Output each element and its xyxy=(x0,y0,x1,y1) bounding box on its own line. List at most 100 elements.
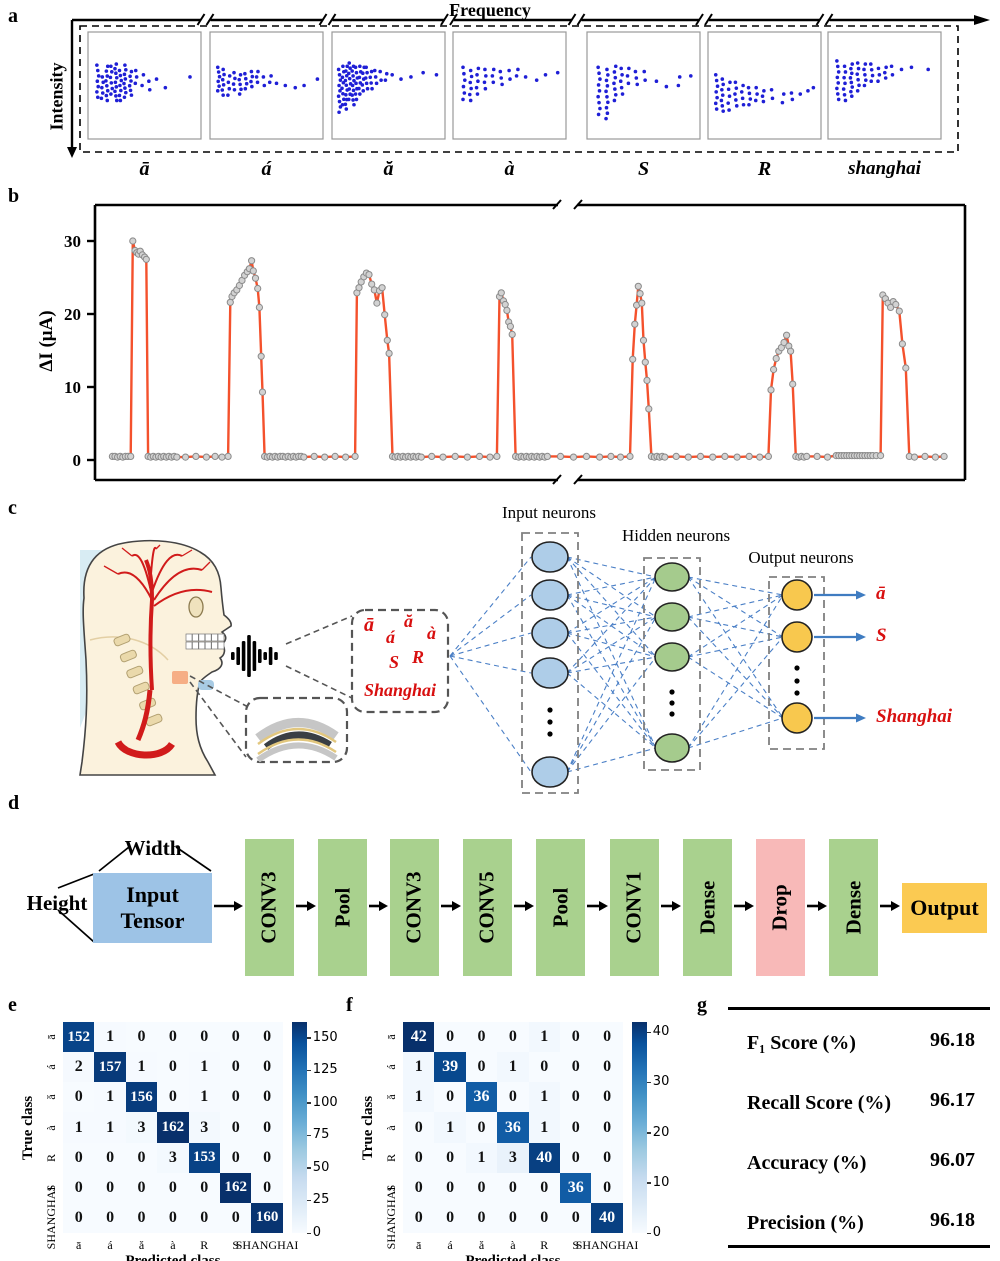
true-class-label: True class xyxy=(20,1095,36,1161)
scatter-dot xyxy=(841,87,846,91)
scatter-dot xyxy=(133,81,138,86)
scatter-dot xyxy=(344,83,349,88)
matrix-cell: 0 xyxy=(125,1142,158,1173)
matrix-cell: 1 xyxy=(403,1052,435,1083)
matrix-cell: 0 xyxy=(465,1052,498,1083)
data-marker xyxy=(463,453,471,461)
matrix-cell: 0 xyxy=(63,1082,95,1113)
panel-label-d: d xyxy=(8,792,20,814)
matrix-cell: 0 xyxy=(403,1142,435,1173)
scatter-dot xyxy=(269,74,273,78)
scatter-dot xyxy=(836,70,841,74)
scatter-category-label: à xyxy=(504,158,515,180)
colorbar-tick xyxy=(306,1232,311,1235)
scatter-dot xyxy=(239,87,243,92)
scatter-dot xyxy=(353,92,358,96)
panel-label-f: f xyxy=(346,994,353,1016)
scatter-dot xyxy=(350,69,354,73)
layer-box-output: Output xyxy=(902,883,987,933)
data-marker xyxy=(543,452,552,460)
data-marker xyxy=(378,284,386,292)
scatter-dot xyxy=(835,64,840,69)
matrix-cell: 0 xyxy=(188,1022,220,1053)
scatter-dot xyxy=(134,75,139,79)
scatter-dot xyxy=(409,75,413,79)
scatter-dot xyxy=(869,79,874,84)
scatter-dot xyxy=(351,74,355,78)
col-label: á xyxy=(447,1238,453,1253)
matrix-cell: 0 xyxy=(560,1082,592,1113)
layer-box-label: Output xyxy=(910,895,979,920)
scatter-dot xyxy=(596,83,601,87)
data-marker xyxy=(569,453,578,461)
scatter-dot xyxy=(337,110,341,115)
layer-box-label: Drop xyxy=(767,884,792,931)
scatter-dot xyxy=(739,90,744,94)
scatter-dot xyxy=(343,78,348,83)
scatter-dot xyxy=(760,94,765,98)
nn-connection xyxy=(566,616,657,773)
scatter-dot xyxy=(849,89,853,94)
scatter-dot xyxy=(341,64,345,69)
scatter-dot xyxy=(883,76,888,80)
scatter-box xyxy=(331,31,446,140)
vertebra xyxy=(119,649,137,663)
output-class-label: ā xyxy=(876,583,886,604)
scatter-dot xyxy=(483,86,488,91)
matrix-cell: 36 xyxy=(497,1112,529,1143)
teeth xyxy=(204,633,212,642)
input-layer-frame xyxy=(521,532,579,794)
ellipsis-dot xyxy=(669,689,675,695)
data-marker xyxy=(486,453,494,461)
matrix-cell: 1 xyxy=(94,1022,126,1053)
nn-connection xyxy=(687,594,784,749)
scatter-dot xyxy=(612,98,617,103)
matrix-cell: 0 xyxy=(94,1172,126,1203)
scatter-dot xyxy=(353,65,358,70)
data-marker xyxy=(783,331,791,339)
layer-box-conv3: CONV3 xyxy=(245,839,294,976)
nn-connection xyxy=(687,576,784,638)
vertebra xyxy=(132,681,150,695)
data-marker xyxy=(803,452,811,460)
data-marker xyxy=(902,364,910,372)
ellipsis-dot xyxy=(547,719,553,725)
scatter-dot xyxy=(104,69,109,73)
scatter-dot xyxy=(114,98,119,103)
output-class-label: S xyxy=(876,625,887,646)
sensor-layer-active xyxy=(263,731,332,750)
scatter-dot xyxy=(351,88,356,93)
data-marker xyxy=(257,352,265,360)
colorbar-tick-label: 0 xyxy=(312,1225,322,1241)
scatter-dot xyxy=(227,86,232,91)
col-label: S xyxy=(572,1238,580,1253)
sensor-layer-gold xyxy=(257,738,337,756)
scatter-dot xyxy=(746,85,751,90)
scatter-dot xyxy=(360,83,365,87)
axis-break-mark xyxy=(552,199,562,210)
scatter-dot xyxy=(642,69,647,74)
scatter-dot xyxy=(613,75,618,80)
scatter-dot xyxy=(856,66,861,71)
matrix-cell: 0 xyxy=(528,1052,560,1083)
scatter-dot xyxy=(741,83,745,88)
scatter-dot xyxy=(835,92,840,96)
layer-box-label: Dense xyxy=(695,880,720,935)
ellipsis-dot xyxy=(547,707,553,713)
nn-connection xyxy=(566,556,657,578)
scatter-dot xyxy=(293,85,298,90)
scatter-dot xyxy=(104,79,108,83)
scatter-dot xyxy=(109,64,113,69)
data-marker xyxy=(218,453,226,461)
scatter-category-label: shanghai xyxy=(848,158,921,179)
scatter-dot xyxy=(342,97,346,102)
scatter-dot xyxy=(238,73,243,77)
matrix-cell: 0 xyxy=(403,1172,435,1203)
matrix-cell: 0 xyxy=(157,1202,189,1234)
scatter-dot xyxy=(664,84,669,89)
frequency-axis-arrowhead xyxy=(974,15,990,25)
axis-break-mark xyxy=(552,474,562,485)
scatter-dot xyxy=(850,85,855,89)
scatter-dot xyxy=(613,64,618,69)
scatter-dot xyxy=(490,74,495,78)
